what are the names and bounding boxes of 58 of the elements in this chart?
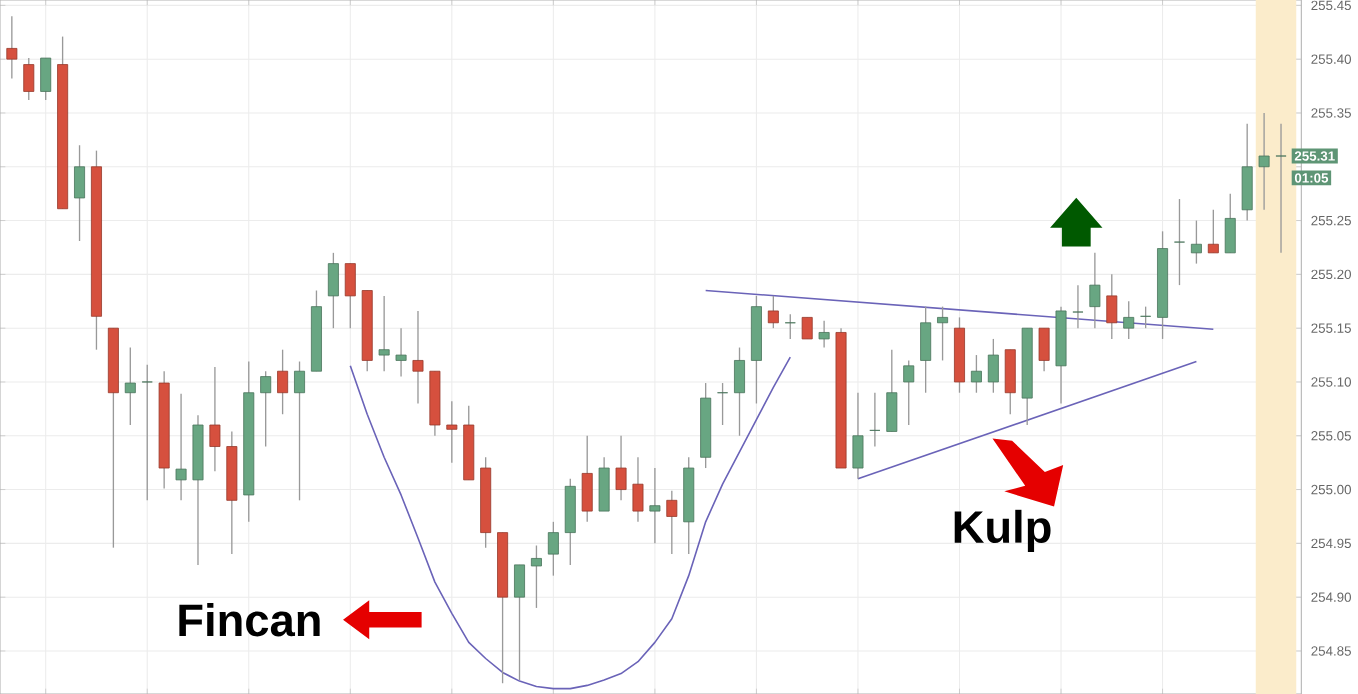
- candlestick: [903, 359, 915, 426]
- candlestick: [344, 262, 356, 329]
- candlestick: [141, 364, 153, 501]
- candlestick: [1174, 198, 1185, 286]
- candlestick: [124, 346, 136, 426]
- candlestick: [378, 295, 390, 372]
- candlestick: [970, 354, 982, 394]
- candlestick: [598, 456, 610, 512]
- candlestick: [1224, 193, 1236, 254]
- candlestick: [74, 144, 86, 242]
- candlestick: [277, 349, 289, 415]
- candlestick: [6, 15, 18, 80]
- candlestick: [615, 435, 627, 501]
- candlestick: [23, 57, 35, 101]
- candlestick: [446, 400, 458, 464]
- candlestick: [801, 316, 813, 340]
- candlestick: [1089, 252, 1101, 329]
- candlestick: [547, 521, 559, 577]
- candlestick: [767, 295, 779, 329]
- candlestick: [937, 305, 949, 362]
- candlestick: [1123, 300, 1135, 340]
- candlestick: [530, 544, 542, 609]
- candlestick: [294, 360, 306, 501]
- annotation: Kulp: [954, 509, 1051, 553]
- candlestick: [1190, 219, 1202, 265]
- candlestick: [40, 57, 52, 101]
- candlestick: [175, 393, 187, 501]
- candlestick: [818, 319, 830, 349]
- line-series: [349, 356, 792, 690]
- candlestick: [869, 392, 881, 448]
- candlestick: [717, 382, 729, 426]
- annotation: Fincan: [179, 603, 320, 637]
- candlestick: [649, 467, 661, 545]
- candlestick: [581, 435, 593, 523]
- candlestick: [260, 370, 272, 448]
- candlestick: [734, 346, 745, 437]
- candlestick: [1275, 123, 1287, 254]
- candlestick: [1241, 123, 1253, 222]
- candlestick: [632, 456, 644, 523]
- candlestick: [852, 392, 864, 480]
- candlestick: [1106, 273, 1118, 340]
- candlestick: [784, 313, 796, 340]
- candlestick: [886, 349, 898, 433]
- candlestick: [514, 564, 525, 681]
- candlestick: [920, 305, 932, 394]
- candlestick: [412, 310, 424, 405]
- candlestick: [666, 489, 678, 555]
- candlestick: [395, 327, 407, 378]
- candlestick: [1258, 112, 1270, 211]
- candlestick: [1140, 305, 1152, 329]
- candlestick: [1207, 209, 1219, 254]
- candlestick: [327, 252, 339, 329]
- candlestick: [1038, 327, 1050, 372]
- candlestick: [987, 338, 999, 394]
- candlestick: [1072, 284, 1084, 329]
- candlestick: [1004, 349, 1016, 415]
- candlestick: [564, 478, 576, 566]
- candlestick: [209, 366, 221, 472]
